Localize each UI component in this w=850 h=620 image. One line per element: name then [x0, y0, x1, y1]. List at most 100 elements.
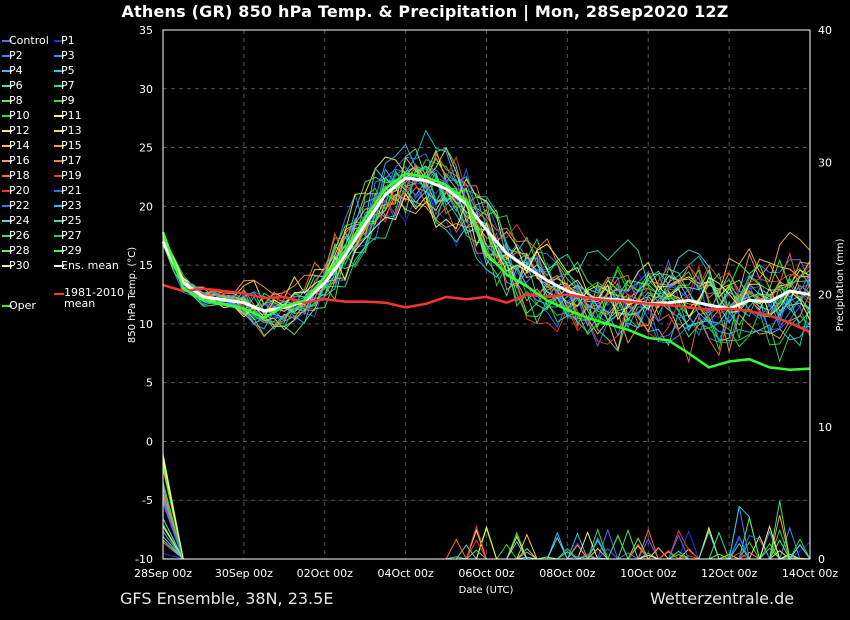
legend-label: Oper — [9, 299, 36, 312]
legend-label: P3 — [61, 49, 75, 62]
legend-label: P17 — [61, 154, 82, 167]
footer-model-info: GFS Ensemble, 38N, 23.5E — [120, 589, 334, 608]
legend-swatch — [54, 265, 64, 267]
y2-axis-ticks: 0 10 20 30 40 — [818, 24, 832, 566]
legend-swatch — [54, 220, 64, 222]
x-axis-label: Date (UTC) — [459, 585, 514, 596]
legend-label: P24 — [9, 214, 30, 227]
ensemble-member-line — [162, 174, 811, 348]
legend-swatch — [2, 250, 12, 252]
legend-swatch — [54, 55, 64, 57]
legend-label: P8 — [9, 94, 23, 107]
legend-label: P2 — [9, 49, 23, 62]
y-tick-label: 10 — [139, 318, 153, 331]
legend-label: P20 — [9, 184, 30, 197]
legend-label: P13 — [61, 124, 82, 137]
legend-swatch — [54, 293, 64, 295]
legend-swatch — [2, 205, 12, 207]
legend-swatch — [2, 235, 12, 237]
x-tick-label: 04Oct 00z — [377, 567, 434, 580]
y-tick-label: -10 — [135, 553, 153, 566]
legend-swatch — [54, 115, 64, 117]
legend-label: P9 — [61, 94, 75, 107]
legend-label: P14 — [9, 139, 30, 152]
legend-swatch — [2, 220, 12, 222]
ensemble-member-line — [162, 179, 811, 354]
legend-label: P21 — [61, 184, 82, 197]
y2-axis-label: Precipitation (mm) — [835, 238, 846, 331]
y2-tick-label: 40 — [818, 24, 832, 37]
y-tick-label: 15 — [139, 259, 153, 272]
legend-swatch — [54, 235, 64, 237]
legend-label: P25 — [61, 214, 82, 227]
legend-label: P18 — [9, 169, 30, 182]
legend-label: P5 — [61, 64, 75, 77]
x-tick-label: 14Oct 00z — [782, 567, 839, 580]
legend-label: P6 — [9, 79, 23, 92]
legend-label: P30 — [9, 259, 30, 272]
y-tick-label: 30 — [139, 83, 153, 96]
legend-label: P22 — [9, 199, 30, 212]
ensemble-member-line — [162, 192, 811, 321]
y-tick-label: 35 — [139, 24, 153, 37]
x-tick-label: 28Sep 00z — [134, 567, 192, 580]
legend-swatch — [2, 175, 12, 177]
legend-label: P15 — [61, 139, 82, 152]
plot-frame — [162, 29, 811, 560]
legend-label: 1981-2010 mean — [64, 286, 124, 310]
legend-label: P26 — [9, 229, 30, 242]
legend-swatch — [2, 100, 12, 102]
legend-swatch — [54, 70, 64, 72]
x-axis-ticks: 28Sep 00z 30Sep 00z 02Oct 00z 04Oct 00z 06Oc… — [134, 567, 838, 580]
legend-swatch — [54, 160, 64, 162]
y-axis-ticks: -10 -5 0 5 10 15 20 25 30 35 — [135, 24, 153, 566]
legend-swatch — [54, 100, 64, 102]
series-line-oper — [161, 172, 811, 371]
legend-label: P4 — [9, 64, 23, 77]
legend-swatch — [54, 130, 64, 132]
y-tick-label: 5 — [146, 377, 153, 390]
legend-swatch — [2, 70, 12, 72]
legend-swatch — [54, 190, 64, 192]
ensemble-member-line — [162, 193, 811, 316]
y-tick-label: 20 — [139, 200, 153, 213]
ensemble-member-line — [162, 147, 811, 337]
legend-swatch — [2, 55, 12, 57]
y2-tick-label: 30 — [818, 156, 832, 169]
legend-label: P27 — [61, 229, 82, 242]
y-axis-label: 850 hPa Temp. (°C) — [127, 247, 138, 343]
ensemble-member-line — [162, 147, 811, 326]
legend-swatch — [2, 40, 12, 42]
highlighted-lines — [161, 172, 811, 371]
x-tick-label: 10Oct 00z — [620, 567, 677, 580]
legend-label: Ens. mean — [61, 259, 119, 272]
x-tick-label: 06Oct 00z — [458, 567, 515, 580]
y2-tick-label: 0 — [818, 553, 825, 566]
x-tick-label: 12Oct 00z — [701, 567, 758, 580]
legend-swatch — [2, 115, 12, 117]
x-tick-label: 02Oct 00z — [297, 567, 354, 580]
y-tick-label: -5 — [142, 494, 153, 507]
legend-label: P19 — [61, 169, 82, 182]
legend-swatch — [54, 40, 64, 42]
legend-label: P12 — [9, 124, 30, 137]
y-tick-label: 25 — [139, 142, 153, 155]
footer-site-name: Wetterzentrale.de — [650, 589, 795, 608]
legend-swatch — [2, 160, 12, 162]
legend-label: P28 — [9, 244, 30, 257]
y2-tick-label: 20 — [818, 289, 832, 302]
legend-label: P7 — [61, 79, 75, 92]
legend-label: P16 — [9, 154, 30, 167]
legend-swatch — [54, 205, 64, 207]
legend-swatch — [54, 85, 64, 87]
x-tick-label: 08Oct 00z — [539, 567, 596, 580]
series-line-1981-2010-mean — [162, 283, 811, 334]
legend-swatch — [2, 265, 12, 267]
legend-label: P10 — [9, 109, 30, 122]
legend-swatch — [2, 130, 12, 132]
legend-swatch — [54, 250, 64, 252]
legend-label: P1 — [61, 34, 75, 47]
legend-label: P29 — [61, 244, 82, 257]
legend-swatch — [2, 305, 12, 307]
